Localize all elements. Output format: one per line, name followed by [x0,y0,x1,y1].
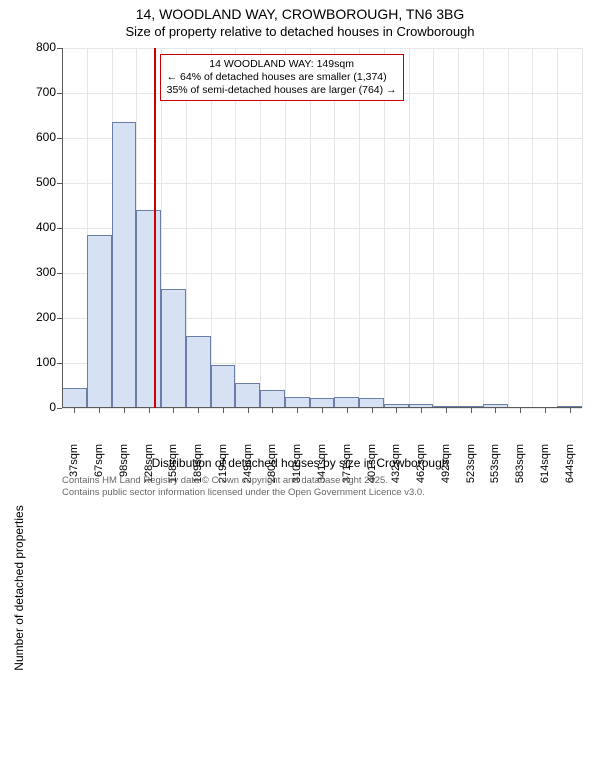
y-tick-label: 700 [0,85,56,99]
callout-line: ← 64% of detached houses are smaller (1,… [167,71,397,84]
grid-line-v [235,48,236,408]
histogram-bar [260,390,285,408]
histogram-bar [211,365,236,408]
y-tick-label: 800 [0,40,56,54]
histogram-bar [186,336,211,408]
y-tick-label: 200 [0,310,56,324]
grid-line-v [260,48,261,408]
x-tick-mark [347,408,348,413]
y-tick-label: 400 [0,220,56,234]
grid-line-v [433,48,434,408]
grid-line-h [62,183,582,184]
callout-line: 14 WOODLAND WAY: 149sqm [167,58,397,71]
grid-line-v [409,48,410,408]
grid-line-v [483,48,484,408]
callout-line: 35% of semi-detached houses are larger (… [167,84,397,97]
x-tick-mark [223,408,224,413]
y-tick-label: 100 [0,355,56,369]
grid-line-v [334,48,335,408]
chart-title: 14, WOODLAND WAY, CROWBOROUGH, TN6 3BG [0,6,600,22]
x-tick-mark [74,408,75,413]
x-tick-mark [421,408,422,413]
histogram-bar [62,388,87,408]
grid-line-v [359,48,360,408]
grid-line-v [384,48,385,408]
y-tick-label: 600 [0,130,56,144]
histogram-bar [235,383,260,408]
grid-line-v [285,48,286,408]
chart-container: 14, WOODLAND WAY, CROWBOROUGH, TN6 3BG S… [0,0,600,500]
y-tick-label: 500 [0,175,56,189]
credits-line1: Contains HM Land Registry data © Crown c… [62,475,425,486]
grid-line-h [62,138,582,139]
grid-line-v [458,48,459,408]
x-tick-mark [322,408,323,413]
grid-line-v [508,48,509,408]
grid-line-v [557,48,558,408]
credits-text: Contains HM Land Registry data © Crown c… [62,475,425,498]
x-tick-mark [570,408,571,413]
plot-area: 14 WOODLAND WAY: 149sqm← 64% of detached… [62,48,582,408]
grid-line-h [62,48,582,49]
histogram-bar [161,289,186,408]
x-tick-mark [124,408,125,413]
grid-line-v [532,48,533,408]
grid-line-v [582,48,583,408]
x-tick-mark [471,408,472,413]
x-tick-mark [198,408,199,413]
histogram-bar [112,122,137,408]
x-tick-mark [446,408,447,413]
x-axis-label: Distribution of detached houses by size … [0,456,600,470]
x-tick-mark [495,408,496,413]
grid-line-v [211,48,212,408]
marker-callout: 14 WOODLAND WAY: 149sqm← 64% of detached… [160,54,404,101]
grid-line-v [310,48,311,408]
x-tick-mark [297,408,298,413]
x-tick-mark [520,408,521,413]
x-tick-mark [372,408,373,413]
y-axis-line [62,48,63,408]
x-tick-mark [545,408,546,413]
credits-line2: Contains public sector information licen… [62,487,425,498]
y-tick-label: 0 [0,400,56,414]
chart-subtitle: Size of property relative to detached ho… [0,24,600,39]
x-tick-mark [173,408,174,413]
x-tick-mark [149,408,150,413]
y-tick-label: 300 [0,265,56,279]
marker-line [154,48,156,408]
x-tick-mark [99,408,100,413]
x-tick-mark [272,408,273,413]
x-tick-mark [396,408,397,413]
x-tick-mark [248,408,249,413]
histogram-bar [87,235,112,408]
histogram-bar [136,210,161,408]
